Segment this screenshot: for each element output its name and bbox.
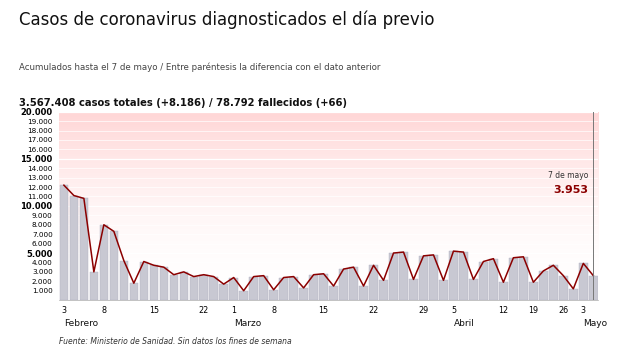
Bar bbox=[130, 283, 138, 300]
Bar bbox=[469, 280, 477, 300]
Bar bbox=[529, 282, 538, 300]
Bar bbox=[319, 274, 328, 300]
Bar bbox=[579, 263, 588, 300]
Bar bbox=[459, 252, 467, 300]
Bar bbox=[120, 261, 128, 300]
Text: Febrero: Febrero bbox=[64, 319, 98, 328]
Bar bbox=[549, 265, 557, 300]
Text: Abril: Abril bbox=[453, 319, 474, 328]
Bar bbox=[479, 261, 488, 300]
Bar bbox=[370, 265, 378, 300]
Bar bbox=[589, 276, 598, 300]
Bar bbox=[489, 259, 498, 300]
Bar bbox=[100, 225, 108, 300]
Bar bbox=[309, 275, 318, 300]
Bar bbox=[229, 277, 238, 300]
Bar bbox=[90, 272, 98, 300]
Bar bbox=[259, 276, 268, 300]
Bar bbox=[349, 267, 358, 300]
Bar bbox=[329, 286, 338, 300]
Bar bbox=[169, 275, 178, 300]
Text: Fuente: Ministerio de Sanidad. Sin datos los fines de semana: Fuente: Ministerio de Sanidad. Sin datos… bbox=[59, 336, 291, 346]
Text: Casos de coronavirus diagnosticados el día previo: Casos de coronavirus diagnosticados el d… bbox=[19, 10, 434, 29]
Bar bbox=[159, 267, 168, 300]
Text: 3.567.408 casos totales (+8.186) / 78.792 fallecidos (+66): 3.567.408 casos totales (+8.186) / 78.79… bbox=[19, 98, 347, 108]
Bar bbox=[270, 290, 278, 300]
Bar bbox=[69, 195, 78, 300]
Bar bbox=[299, 288, 308, 300]
Bar bbox=[509, 258, 518, 300]
Bar bbox=[499, 282, 508, 300]
Bar bbox=[339, 269, 348, 300]
Bar bbox=[180, 272, 188, 300]
Bar bbox=[379, 280, 388, 300]
Bar bbox=[360, 286, 368, 300]
Bar bbox=[140, 261, 148, 300]
Bar bbox=[280, 277, 288, 300]
Bar bbox=[569, 289, 578, 300]
Text: Mayo: Mayo bbox=[583, 319, 608, 328]
Bar bbox=[409, 280, 418, 300]
Bar bbox=[239, 291, 248, 300]
Bar bbox=[110, 231, 118, 300]
Bar bbox=[190, 276, 198, 300]
Bar bbox=[219, 284, 228, 300]
Bar bbox=[519, 257, 528, 300]
Bar bbox=[210, 276, 218, 300]
Bar bbox=[439, 280, 448, 300]
Bar bbox=[79, 198, 88, 300]
Bar bbox=[149, 265, 158, 300]
Bar bbox=[60, 185, 68, 300]
Text: 7 de mayo: 7 de mayo bbox=[548, 171, 588, 179]
Text: 3.953: 3.953 bbox=[553, 185, 588, 195]
Bar bbox=[539, 271, 547, 300]
Bar bbox=[290, 276, 298, 300]
Bar bbox=[249, 276, 258, 300]
Bar bbox=[559, 276, 567, 300]
Bar bbox=[419, 256, 428, 300]
Bar bbox=[399, 252, 408, 300]
Bar bbox=[389, 253, 398, 300]
Bar bbox=[429, 255, 438, 300]
Text: Acumulados hasta el 7 de mayo / Entre paréntesis la diferencia con el dato anter: Acumulados hasta el 7 de mayo / Entre pa… bbox=[19, 63, 380, 72]
Bar bbox=[200, 275, 208, 300]
Bar bbox=[450, 251, 458, 300]
Text: Marzo: Marzo bbox=[234, 319, 261, 328]
